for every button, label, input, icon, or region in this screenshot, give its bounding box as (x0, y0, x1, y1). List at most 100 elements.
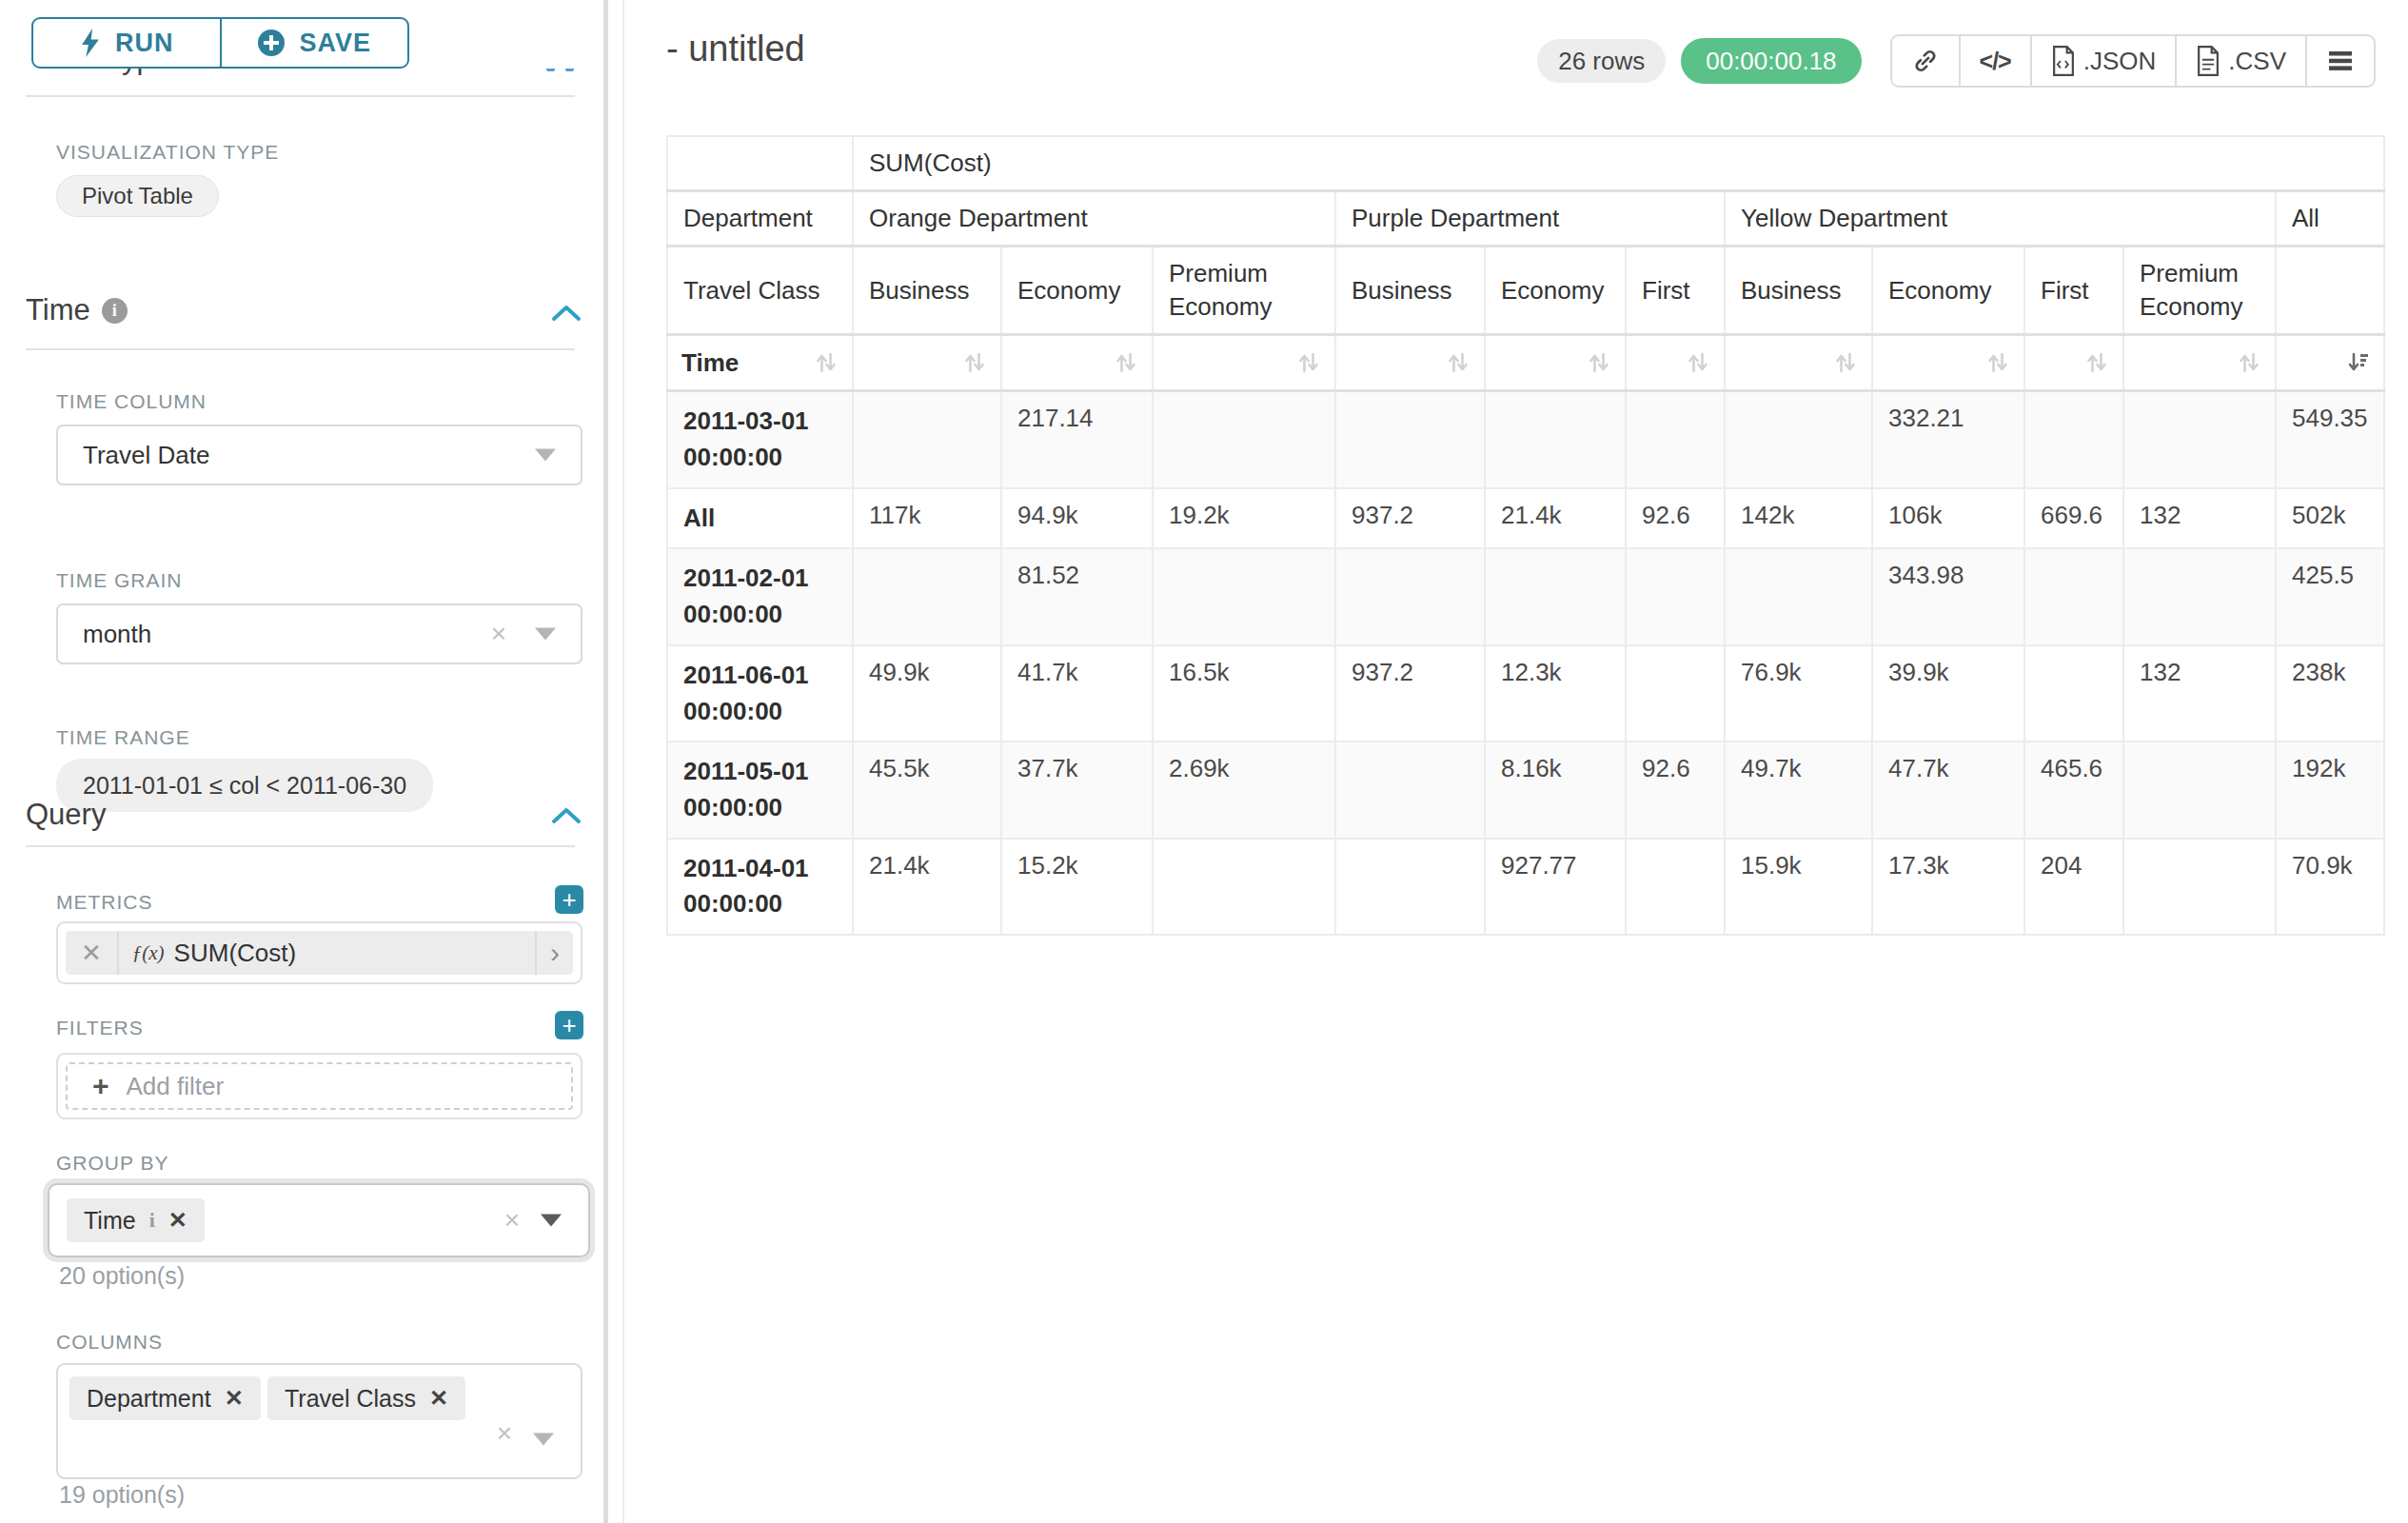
export-json-button[interactable]: .JSON (2030, 36, 2176, 86)
clear-icon[interactable]: × (497, 1418, 512, 1449)
filters-label: FILTERS (56, 1017, 144, 1039)
columns-tag-department[interactable]: Department ✕ (69, 1376, 261, 1420)
pivot-cell: 76.9k (1725, 645, 1872, 742)
pivot-cell: 17.3k (1872, 839, 2024, 935)
pivot-cell (1335, 839, 1485, 935)
columns-tag-travel-class[interactable]: Travel Class ✕ (267, 1376, 465, 1420)
column-header: Business (1335, 247, 1485, 335)
row-label: 2011-04-01 00:00:00 (667, 839, 853, 935)
column-sort-header[interactable] (2024, 335, 2123, 391)
metric-pill[interactable]: ✕ ƒ(x) SUM(Cost) › (66, 931, 573, 975)
control-panel: Chart Type RUN SAVE VISUALIZATION TYPE P… (0, 0, 624, 1523)
pivot-cell: 192k (2276, 742, 2384, 838)
time-column-select[interactable]: Travel Date (56, 425, 582, 485)
metric-header: SUM(Cost) (853, 136, 2384, 191)
sort-icon[interactable] (1296, 350, 1321, 375)
groupby-select[interactable]: Time i ✕ × (48, 1183, 590, 1257)
pivot-cell: 142k (1725, 488, 1872, 549)
pivot-cell: 45.5k (853, 742, 1001, 838)
sort-icon[interactable] (1587, 350, 1611, 375)
query-section-title: Query (26, 798, 106, 832)
sort-icon[interactable] (2084, 350, 2109, 375)
groupby-tag-time[interactable]: Time i ✕ (67, 1198, 205, 1242)
sort-icon[interactable] (2237, 350, 2261, 375)
time-grain-select[interactable]: month × (56, 603, 582, 664)
run-button[interactable]: RUN (33, 19, 220, 67)
time-column-label: TIME COLUMN (56, 390, 207, 413)
pivot-table: SUM(Cost)DepartmentOrange DepartmentPurp… (666, 135, 2385, 936)
pivot-cell (2024, 645, 2123, 742)
metric-name: SUM(Cost) (174, 939, 535, 968)
add-metric-button[interactable]: + (555, 885, 583, 914)
pivot-cell: 39.9k (1872, 645, 2024, 742)
column-sort-header[interactable] (1001, 335, 1153, 391)
column-sort-header[interactable] (1872, 335, 2024, 391)
row-count-badge: 26 rows (1537, 39, 1666, 83)
sort-desc-icon[interactable] (2345, 350, 2370, 375)
add-filter-button[interactable]: + (555, 1011, 583, 1039)
divider (26, 348, 575, 350)
pivot-cell: 92.6 (1626, 742, 1725, 838)
groupby-option-count: 20 option(s) (59, 1262, 185, 1290)
clear-icon[interactable]: × (491, 619, 506, 649)
column-sort-header[interactable] (1153, 335, 1335, 391)
remove-tag-icon[interactable]: ✕ (168, 1207, 188, 1234)
sort-icon[interactable] (962, 350, 987, 375)
column-sort-header[interactable] (853, 335, 1001, 391)
sort-icon[interactable] (814, 350, 839, 375)
sort-icon[interactable] (1446, 350, 1470, 375)
column-sort-header[interactable] (1626, 335, 1725, 391)
column-sort-header[interactable] (1725, 335, 1872, 391)
column-header: Business (853, 247, 1001, 335)
expand-metric-chevron-icon[interactable]: › (537, 937, 573, 969)
menu-button[interactable] (2305, 36, 2374, 86)
sort-icon[interactable] (1114, 350, 1138, 375)
sort-icon[interactable] (1985, 350, 2010, 375)
pivot-cell (1153, 391, 1335, 488)
pivot-cell: 16.5k (1153, 645, 1335, 742)
pivot-table-grid: SUM(Cost)DepartmentOrange DepartmentPurp… (666, 135, 2385, 936)
column-header: Premium Economy (2123, 247, 2276, 335)
sort-icon[interactable] (1833, 350, 1858, 375)
caret-down-icon (535, 628, 556, 641)
column-sort-header[interactable] (1485, 335, 1626, 391)
plus-icon: + (92, 1070, 109, 1102)
add-filter-dropzone[interactable]: + Add filter (66, 1062, 573, 1110)
export-csv-button[interactable]: .CSV (2175, 36, 2305, 86)
viz-type-pill[interactable]: Pivot Table (56, 175, 219, 217)
table-row: 2011-04-01 00:00:0021.4k15.2k927.7715.9k… (667, 839, 2384, 935)
panel-scrollbar[interactable] (603, 0, 608, 1523)
clear-icon[interactable]: × (504, 1205, 520, 1236)
remove-tag-icon[interactable]: ✕ (429, 1385, 448, 1412)
pivot-cell: 94.9k (1001, 488, 1153, 549)
row-axis-sort-header[interactable]: Time (667, 335, 853, 391)
run-save-toolbar: RUN SAVE (0, 0, 602, 69)
save-button[interactable]: SAVE (220, 19, 408, 67)
columns-select[interactable]: Department ✕ Travel Class ✕ × (56, 1363, 582, 1479)
sort-icon[interactable] (1686, 350, 1710, 375)
export-button-group: </> .JSON .CSV (1890, 34, 2376, 88)
time-range-pill[interactable]: 2011-01-01 ≤ col < 2011-06-30 (56, 759, 433, 812)
column-header: Economy (1872, 247, 2024, 335)
copy-link-button[interactable] (1892, 36, 1959, 86)
pivot-cell: 47.7k (1872, 742, 2024, 838)
pivot-cell (1485, 548, 1626, 644)
column-sort-header[interactable] (2276, 335, 2384, 391)
pivot-cell: 117k (853, 488, 1001, 549)
remove-metric-icon[interactable]: ✕ (66, 939, 117, 968)
remove-tag-icon[interactable]: ✕ (225, 1385, 244, 1412)
pivot-cell (2123, 391, 2276, 488)
chart-title[interactable]: - untitled (666, 29, 805, 69)
column-group-header: All (2276, 191, 2384, 247)
embed-code-button[interactable]: </> (1959, 36, 2030, 86)
collapse-query-chevron-icon[interactable] (550, 805, 582, 826)
pivot-cell: 15.2k (1001, 839, 1153, 935)
column-sort-header[interactable] (2123, 335, 2276, 391)
pivot-cell: 12.3k (1485, 645, 1626, 742)
column-sort-header[interactable] (1335, 335, 1485, 391)
caret-down-icon (533, 1434, 554, 1446)
file-text-icon (2196, 46, 2220, 76)
collapse-time-chevron-icon[interactable] (550, 303, 582, 324)
pivot-cell (2123, 548, 2276, 644)
pivot-cell: 425.5 (2276, 548, 2384, 644)
